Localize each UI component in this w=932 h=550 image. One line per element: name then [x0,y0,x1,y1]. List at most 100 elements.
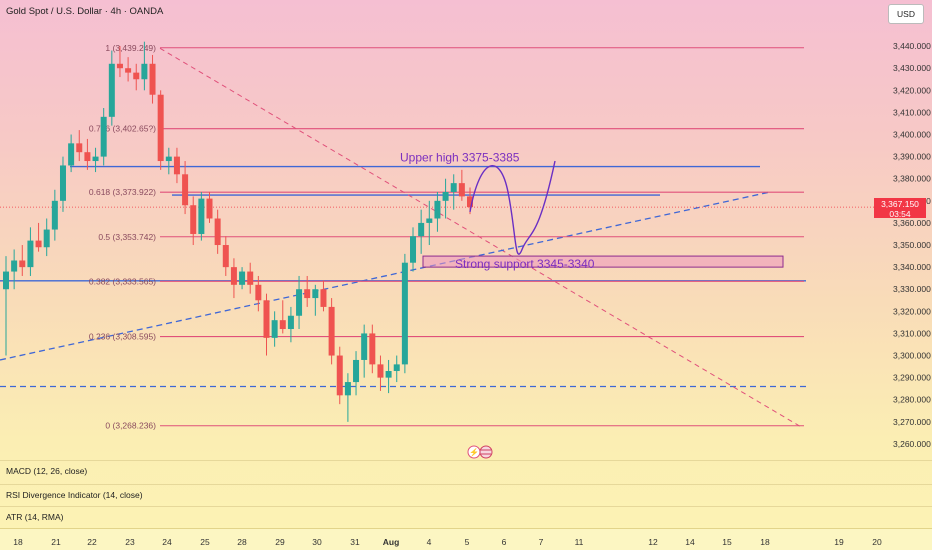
candle [287,306,294,343]
candle [35,222,42,252]
indicator-label-atr: ATR (14, RMA) [6,512,64,522]
candle [206,191,213,223]
candle-body [222,245,229,268]
candle [271,311,278,347]
candle-body [133,72,140,80]
x-tick-label: 28 [237,537,247,547]
candle-body [51,200,58,230]
candle-body [369,333,376,365]
x-tick-label: 25 [200,537,210,547]
candle-body [182,174,189,206]
candle-body [247,271,254,285]
candle [51,189,58,241]
candle-body [149,63,156,95]
candle [133,63,140,91]
y-tick-label: 3,260.000 [893,439,931,449]
candle [369,324,376,374]
candle-body [336,355,343,396]
time-axis[interactable]: 18 21 22 23 24 25 28 29 30 31 Aug 4 5 6 7 11 12 14 15 18 19 2… [0,528,932,550]
candle [182,161,189,215]
candle [190,196,197,246]
candle [214,209,221,254]
candle-body [198,198,205,234]
y-tick-label: 3,350.000 [893,240,931,250]
x-tick-label: Aug [382,537,400,547]
candle-body [19,260,26,268]
candle-body [361,333,368,360]
y-tick-label: 3,400.000 [893,130,931,140]
candle-body [385,371,392,378]
candle [198,191,205,241]
y-tick-label: 3,330.000 [893,284,931,294]
candle-body [467,196,473,208]
x-tick-label: 12 [648,537,658,547]
candle [141,41,148,91]
x-tick-label: 4 [426,537,432,547]
candle [116,46,123,78]
candle [401,253,408,374]
x-tick-label: 30 [312,537,322,547]
y-tick-label: 3,300.000 [893,351,931,361]
candle-body [287,315,294,330]
projected-path [469,160,556,255]
indicator-panel-macd[interactable]: MACD (12, 26, close) [0,460,932,483]
candle-body [263,300,270,338]
bar-countdown: 03:54 [889,209,911,219]
candle-body [68,143,75,166]
x-tick-label: 21 [51,537,61,547]
candle-body [344,382,351,396]
candle [361,324,368,378]
candle-body [320,289,327,307]
x-tick-label: 15 [722,537,732,547]
us-flag-icon [479,445,493,459]
candle-body [230,267,237,285]
candle [68,134,75,173]
annotation-strong-support: Strong support 3345-3340 [455,257,595,271]
x-tick-label: 24 [162,537,172,547]
candle [426,200,433,246]
x-tick-label: 31 [350,537,360,547]
candle [296,275,303,330]
candle-body [92,156,99,162]
candle-body [458,183,465,197]
candle-body [59,165,66,201]
candle-body [353,359,360,383]
indicator-panel-atr[interactable]: ATR (14, RMA) [0,506,932,529]
y-tick-label: 3,270.000 [893,417,931,427]
x-tick-label: 18 [760,537,770,547]
x-tick-label: 14 [685,537,695,547]
candle [230,258,237,299]
candle [76,130,83,162]
candle [336,346,343,405]
candle-body [206,198,213,219]
candle [304,275,311,307]
candle-body [165,156,172,162]
candle [125,57,132,82]
x-tick-label: 5 [464,537,470,547]
candle-body [239,271,246,285]
candle-body [255,284,262,301]
candle-body [84,152,91,162]
candle-body [279,320,286,330]
y-tick-label: 3,410.000 [893,107,931,117]
candle-body [157,94,164,162]
y-tick-label: 3,390.000 [893,152,931,162]
candle [263,293,270,356]
indicator-label-macd: MACD (12, 26, close) [6,466,88,476]
candle [328,298,335,365]
candle-body [43,229,50,248]
fib-level-label: 0.618 (3,373.922) [89,187,156,197]
x-tick-label: 7 [538,537,544,547]
x-tick-label: 6 [501,537,507,547]
candle-body [393,364,400,372]
candle [19,245,26,276]
flash-icon: ⚡ [467,445,481,459]
candle [100,107,107,166]
currency-button[interactable]: USD [888,4,924,24]
x-tick-label: 20 [872,537,882,547]
candle [157,90,164,170]
indicator-panel-rsi[interactable]: RSI Divergence Indicator (14, close) [0,484,932,507]
candle-body [450,183,457,192]
